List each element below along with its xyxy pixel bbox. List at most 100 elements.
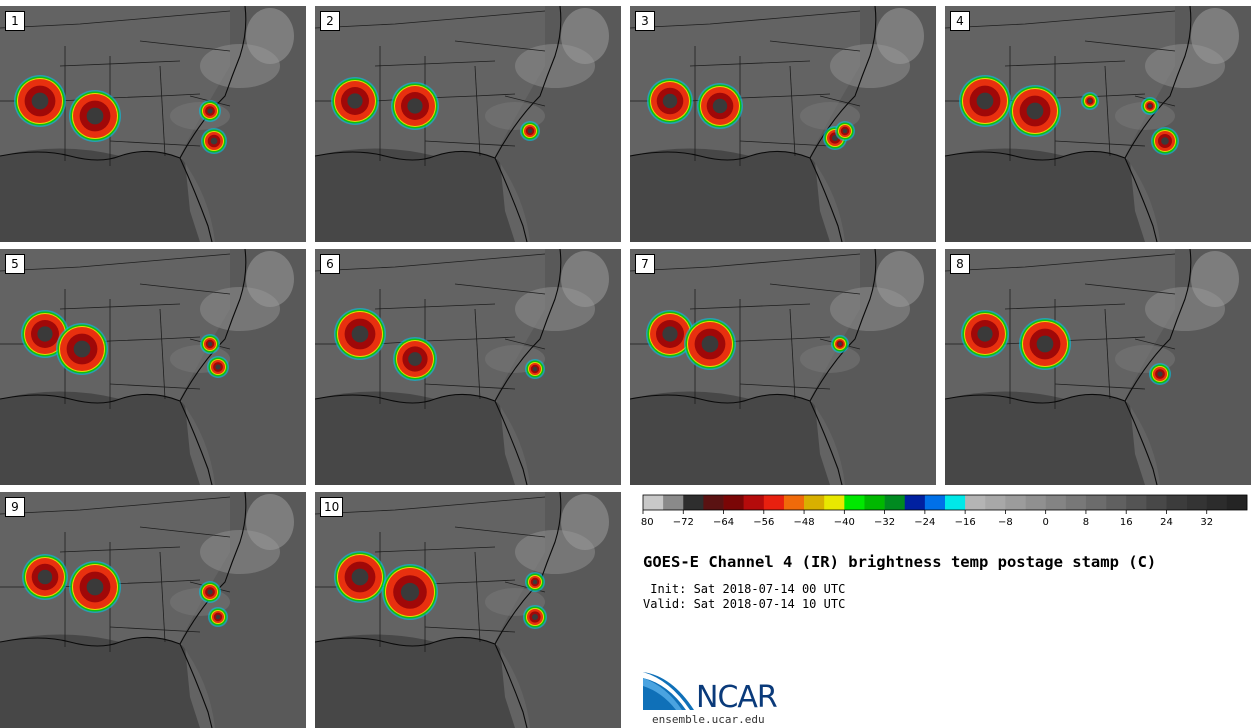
coastline	[630, 249, 877, 485]
member-number-label: 3	[635, 11, 655, 31]
colorbar-segment	[643, 495, 664, 510]
colorbar-segment	[904, 495, 926, 510]
colorbar-segment	[844, 495, 865, 510]
gulf-ocean	[0, 391, 200, 485]
state-boundary	[109, 140, 201, 147]
panel-map	[630, 6, 936, 242]
storm-cell	[382, 564, 438, 620]
member-panel-8: 8	[945, 249, 1251, 485]
state-boundary	[109, 383, 201, 390]
state-boundary	[315, 496, 546, 515]
colorbar-segment	[1045, 495, 1067, 510]
colorbar-segment	[864, 495, 885, 510]
state-boundary	[689, 303, 811, 310]
storm-cell	[647, 78, 693, 124]
storm-core	[1157, 371, 1163, 377]
member-panel-2: 2	[315, 6, 621, 242]
colorbar-segment	[1206, 495, 1228, 510]
state-boundary	[109, 626, 201, 633]
cloud-wisp	[246, 8, 294, 64]
storm-core	[351, 325, 369, 343]
colorbar-segment	[1106, 495, 1127, 510]
storm-cell	[959, 75, 1011, 127]
storm-core	[838, 342, 842, 346]
panel-map	[0, 6, 306, 242]
storm-cell	[207, 356, 229, 378]
state-boundary	[789, 308, 796, 400]
panel-map	[0, 492, 306, 728]
colorbar-segment	[1085, 495, 1107, 510]
state-boundary	[630, 253, 861, 272]
storm-core	[86, 578, 104, 596]
colorbar-segment	[743, 495, 765, 510]
member-panel-4: 4	[945, 6, 1251, 242]
colorbar-segment	[723, 495, 744, 510]
member-panel-6: 6	[315, 249, 621, 485]
cloud-wisp	[800, 345, 860, 373]
member-number-label: 7	[635, 254, 655, 274]
state-boundary	[1084, 40, 1176, 52]
storm-cell	[1151, 127, 1179, 155]
state-boundary	[474, 65, 481, 157]
member-panel-5: 5	[0, 249, 306, 485]
state-boundary	[1004, 60, 1126, 67]
panel-map	[945, 249, 1251, 485]
storm-core	[1026, 102, 1044, 120]
colorbar-segment	[1166, 495, 1187, 510]
coastline	[315, 492, 562, 728]
storm-core	[977, 326, 993, 342]
colorbar-tick-label: −24	[914, 517, 935, 528]
storm-cell	[56, 323, 108, 375]
storm-core	[1088, 99, 1092, 103]
colorbar-segment	[1005, 495, 1026, 510]
storm-cell	[334, 551, 386, 603]
cloud-wisp	[246, 494, 294, 550]
storm-core	[86, 107, 104, 125]
storm-cell	[523, 605, 547, 629]
member-number-label: 6	[320, 254, 340, 274]
colorbar-segment	[1025, 495, 1046, 510]
member-number-label: 9	[5, 497, 25, 517]
colorbar-segment	[1065, 495, 1087, 510]
gulf-ocean	[0, 148, 200, 242]
panel-map	[630, 249, 936, 485]
member-number-label: 8	[950, 254, 970, 274]
storm-core	[407, 98, 423, 114]
coastline	[0, 6, 247, 242]
coastline	[315, 249, 562, 485]
storm-core	[976, 92, 994, 110]
storm-core	[37, 569, 53, 585]
storm-core	[842, 128, 848, 134]
logo-text: NCAR	[696, 680, 778, 715]
coastline	[945, 249, 1192, 485]
colorbar-tick-label: −56	[753, 517, 774, 528]
state-boundary	[1054, 383, 1146, 390]
member-panel-1: 1	[0, 6, 306, 242]
state-boundary	[139, 526, 231, 538]
coastline	[0, 492, 247, 728]
state-boundary	[59, 303, 181, 310]
colorbar-tick-label: −64	[713, 517, 734, 528]
storm-core	[1161, 137, 1169, 145]
state-boundary	[315, 253, 546, 272]
storm-core	[1036, 335, 1054, 353]
storm-cell	[1019, 318, 1071, 370]
coastline	[315, 6, 562, 242]
panel-map	[315, 492, 621, 728]
colorbar-segment	[783, 495, 805, 510]
colorbar-tick-label: −40	[834, 517, 855, 528]
state-boundary	[739, 140, 831, 147]
state-boundary	[474, 308, 481, 400]
state-boundary	[0, 496, 231, 515]
member-number-label: 5	[5, 254, 25, 274]
state-boundary	[315, 10, 546, 29]
member-panel-7: 7	[630, 249, 936, 485]
state-boundary	[374, 303, 496, 310]
storm-core	[37, 326, 53, 342]
cloud-wisp	[561, 251, 609, 307]
state-boundary	[159, 308, 166, 400]
member-number-label: 2	[320, 11, 340, 31]
storm-cell	[961, 310, 1009, 358]
colorbar-segment	[703, 495, 724, 510]
state-boundary	[0, 10, 231, 29]
